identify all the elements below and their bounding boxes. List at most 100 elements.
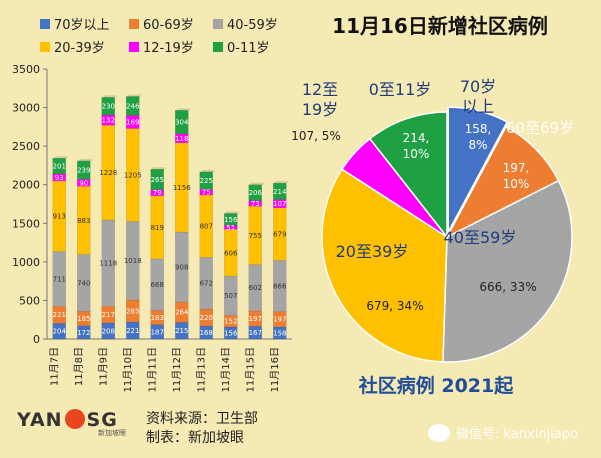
x-tick-label: 11月7日 xyxy=(48,347,60,386)
wechat-id: 微信号: kanxinjiapo xyxy=(428,423,578,442)
bar-value-label: 215 xyxy=(175,327,188,335)
bar-value-label: 304 xyxy=(175,118,189,126)
bar-segment xyxy=(150,168,164,190)
bar-segment xyxy=(224,213,238,226)
logo-tagline: 新加坡眼 xyxy=(98,429,126,437)
wechat-label: 微信号: kanxinjiapo xyxy=(456,427,578,442)
y-tick-label: 1500 xyxy=(12,217,40,230)
bar-cap xyxy=(128,94,142,97)
bar-value-label: 230 xyxy=(102,103,115,111)
bar-segment xyxy=(126,299,140,323)
pie-slice xyxy=(368,111,448,240)
pie-value-label: 214, 10% xyxy=(403,131,430,161)
bar-value-label: 221 xyxy=(126,327,139,335)
bar-value-label: 265 xyxy=(151,176,164,184)
bar-value-label: 158 xyxy=(273,329,286,337)
bar-value-label: 239 xyxy=(77,167,90,175)
bar-value-label: 264 xyxy=(175,309,189,317)
bar-value-label: 118 xyxy=(175,135,188,143)
source-line: 资料来源：卫生部 xyxy=(146,411,258,427)
pie-value-label: 158, 8% xyxy=(465,122,492,152)
pie-category-label: 12至 19岁 xyxy=(302,80,338,119)
bar-value-label: 75 xyxy=(202,189,211,197)
bar-cap xyxy=(103,95,117,98)
bar-cap xyxy=(177,108,191,111)
bar-value-label: 90 xyxy=(79,179,88,187)
pie-category-label: 70岁以上 xyxy=(460,77,496,116)
y-tick-label: 500 xyxy=(19,294,40,307)
bar-segment xyxy=(126,96,140,116)
pie-slice xyxy=(445,125,560,239)
bar-value-label: 208 xyxy=(102,327,115,335)
pie-value-label: 679, 34% xyxy=(366,299,423,313)
bar-value-label: 185 xyxy=(77,315,90,323)
x-tick-label: 11月15日 xyxy=(244,347,256,392)
pie-category-label: 0至11岁 xyxy=(369,80,432,99)
bar-value-label: 285 xyxy=(126,307,139,315)
bar-value-label: 672 xyxy=(200,280,213,288)
bar-segment xyxy=(199,171,213,190)
bar-value-label: 606 xyxy=(224,249,238,257)
bar-value-label: 507 xyxy=(224,292,237,300)
y-tick-label: 2000 xyxy=(12,179,40,192)
bar-value-label: 132 xyxy=(102,117,115,125)
y-tick-label: 3000 xyxy=(12,102,40,115)
legend-swatch-icon xyxy=(129,18,139,29)
bar-value-label: 206 xyxy=(249,189,263,197)
bar-value-label: 152 xyxy=(224,318,237,326)
bar-value-label: 156 xyxy=(224,329,238,337)
bar-cap xyxy=(226,211,240,214)
bar-value-label: 217 xyxy=(102,311,115,319)
logo-text-left: YAN xyxy=(17,409,63,431)
bar-segment xyxy=(77,160,91,180)
bar-segment xyxy=(175,110,189,134)
bar-value-label: 51 xyxy=(226,224,235,232)
legend-item-20-39: 20-39岁 xyxy=(40,37,105,56)
legend-swatch-icon xyxy=(129,41,139,52)
x-tick-label: 11月16日 xyxy=(269,347,281,392)
bar-value-label: 169 xyxy=(126,118,139,126)
bar-value-label: 913 xyxy=(53,213,66,221)
bar-value-label: 819 xyxy=(151,224,164,232)
x-tick-label: 11月8日 xyxy=(73,347,85,386)
bar-value-label: 172 xyxy=(77,329,90,337)
x-tick-label: 11月13日 xyxy=(195,347,207,392)
bar-value-label: 602 xyxy=(249,284,262,292)
bar-segment xyxy=(248,264,262,312)
bar-value-label: 1228 xyxy=(99,169,117,177)
legend-label: 20-39岁 xyxy=(54,41,105,56)
bar-cap xyxy=(54,156,68,159)
bar-value-label: 183 xyxy=(151,314,164,322)
bar-segment xyxy=(101,124,115,221)
chart-title: 11月16日新增社区病例 xyxy=(332,14,548,38)
pie-value-label: 107, 5% xyxy=(291,129,341,143)
y-tick-label: 2500 xyxy=(12,140,40,153)
bar-value-label: 1018 xyxy=(124,257,142,265)
legend-item-0-11: 0-11岁 xyxy=(213,37,270,56)
bar-value-label: 679 xyxy=(273,231,286,239)
bar-value-label: 107 xyxy=(273,200,286,208)
logo-text-right: SG xyxy=(86,409,118,431)
logo-mark-icon xyxy=(64,408,85,429)
pie-category-label: 60至69岁 xyxy=(506,119,574,137)
pie-caption: 社区病例 2021起 xyxy=(358,374,514,397)
bar-value-label: 204 xyxy=(53,328,67,336)
bar-value-label: 711 xyxy=(53,275,66,283)
bar-value-label: 908 xyxy=(175,264,188,272)
legend-swatch-icon xyxy=(40,18,50,29)
bar-value-label: 220 xyxy=(200,314,213,322)
bar-segment xyxy=(273,182,287,200)
bar-cap xyxy=(79,158,93,161)
pie-value-label: 666, 33% xyxy=(479,280,536,294)
y-tick-label: 3500 xyxy=(12,63,40,76)
bar-cap xyxy=(275,181,289,184)
x-tick-label: 11月9日 xyxy=(97,347,109,386)
pie-slice xyxy=(447,106,509,233)
bar-value-label: 666 xyxy=(273,282,287,290)
bar-segment xyxy=(52,158,66,175)
legend-label: 60-69岁 xyxy=(143,18,194,33)
legend-label: 0-11岁 xyxy=(227,41,270,56)
wechat-icon xyxy=(428,423,450,442)
bar-value-label: 197 xyxy=(273,316,286,324)
